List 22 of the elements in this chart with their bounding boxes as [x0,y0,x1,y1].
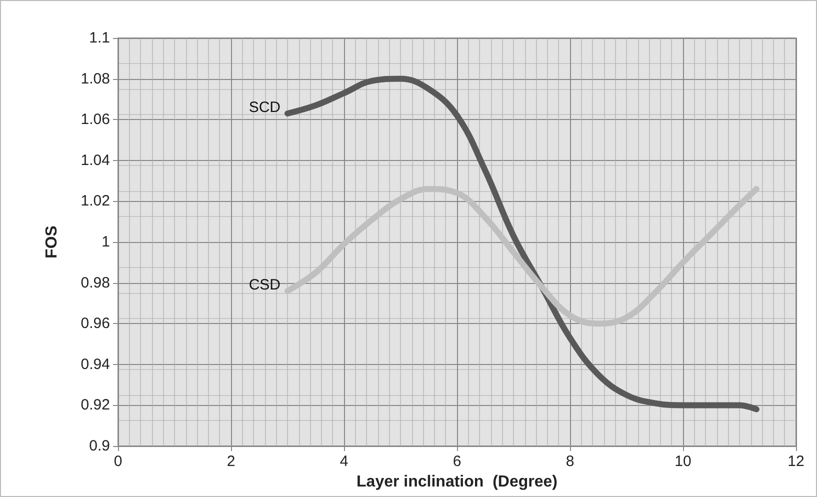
series-label: SCD [248,98,281,116]
x-tick-label: 6 [452,453,462,470]
series-label: CSD [248,276,281,294]
y-tick-label: 1 [102,234,110,250]
x-tick-label: 2 [226,453,236,470]
x-axis-title: Layer inclination (Degree) [356,474,558,490]
y-tick-label: 1.06 [80,111,110,128]
y-tick-label: 0.94 [80,356,110,373]
y-tick-label: 0.92 [80,396,110,414]
x-tick-label: 0 [114,453,122,470]
y-tick-label: 1.04 [80,152,110,169]
x-tick-label: 10 [674,453,692,470]
y-tick-label: 1.08 [80,70,110,88]
y-tick-label: 0.98 [80,274,110,292]
y-tick-label: 1.02 [80,192,110,210]
x-tick-label: 12 [788,453,804,470]
y-tick-label: 0.96 [80,315,110,332]
y-tick-label: 0.9 [89,438,110,454]
x-tick-label: 4 [340,453,348,470]
y-axis-title: FOS [44,225,60,258]
x-tick-label: 8 [566,453,574,470]
y-tick-label: 1.1 [89,30,110,46]
